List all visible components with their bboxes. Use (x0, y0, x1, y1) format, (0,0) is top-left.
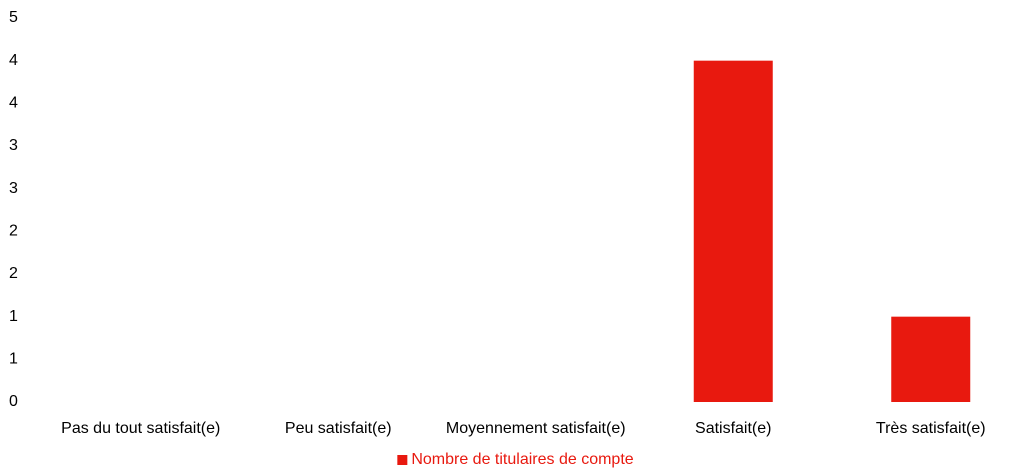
y-tick-label: 2 (9, 265, 18, 282)
legend-swatch (397, 455, 408, 465)
y-tick-label: 1 (9, 308, 18, 325)
y-tick-label: 1 (9, 351, 18, 368)
y-tick-label: 4 (9, 95, 18, 112)
bar (891, 316, 971, 402)
bar (693, 60, 773, 403)
x-tick-label: Peu satisfait(e) (285, 420, 392, 437)
legend: Nombre de titulaires de compte (397, 451, 634, 468)
y-tick-label: 0 (9, 393, 18, 410)
y-tick-label: 4 (9, 52, 18, 69)
x-tick-label: Pas du tout satisfait(e) (61, 420, 220, 437)
y-tick-label: 3 (9, 180, 18, 197)
x-tick-label: Très satisfait(e) (876, 420, 986, 437)
x-tick-label: Moyennement satisfait(e) (446, 420, 626, 437)
legend-label: Nombre de titulaires de compte (411, 451, 633, 468)
y-tick-label: 3 (9, 137, 18, 154)
x-tick-label: Satisfait(e) (695, 420, 771, 437)
y-tick-label: 2 (9, 223, 18, 240)
y-tick-label: 5 (9, 9, 18, 26)
